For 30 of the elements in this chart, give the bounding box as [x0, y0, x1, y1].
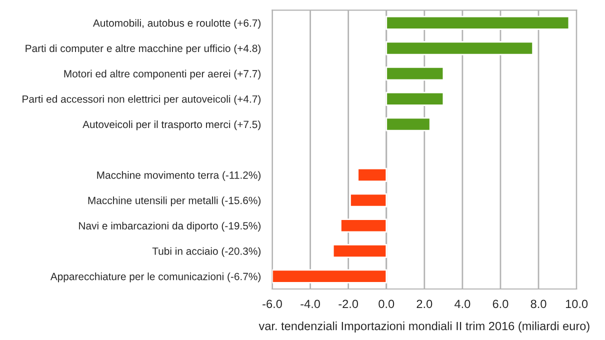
y-tick-label: Tubi in acciaio (-20.3%): [152, 247, 260, 257]
y-tick-label: Macchine movimento terra (-11.2%): [97, 171, 261, 181]
y-tick-label: Autoveicoli per il trasporto merci (+7.5): [82, 120, 261, 130]
bar: [350, 193, 388, 208]
y-tick-label: Macchine utensili per metalli (-15.6%): [88, 196, 261, 206]
x-axis-title: var. tendenziali Importazioni mondiali II trim 2016 (miliardi euro): [258, 322, 590, 333]
x-tick-label: 6.0: [492, 300, 508, 308]
x-tick-label: 2.0: [416, 300, 432, 308]
bar: [386, 117, 431, 132]
x-tick-label: -4.0: [300, 300, 320, 308]
bar: [386, 41, 534, 56]
y-tick-label: Motori ed altre componenti per aerei (+7.7): [64, 70, 261, 80]
y-tick-label: Parti ed accessori non elettrici per autoveicoli (+4.7): [22, 95, 261, 105]
y-tick-label: Apparecchiature per le comunicazioni (-6.7%): [50, 272, 261, 282]
bar: [386, 16, 570, 30]
x-tick-label: 0.0: [378, 300, 394, 308]
bar: [386, 66, 444, 81]
x-tick-label: -2.0: [338, 300, 358, 308]
x-tick-label: -6.0: [262, 300, 282, 308]
bar: [386, 92, 444, 106]
y-tick-label: Parti di computer e altre macchine per ufficio (+4.8): [26, 44, 261, 54]
y-tick-label: Navi e imbarcazioni da diporto (-19.5%): [79, 222, 261, 232]
x-tick-label: 4.0: [454, 300, 470, 308]
bar: [272, 269, 388, 284]
bar: [340, 218, 388, 233]
bar: [357, 168, 388, 182]
x-tick-label: 8.0: [530, 300, 546, 308]
bar: [332, 244, 388, 258]
y-tick-label: Automobili, autobus e roulotte (+6.7): [92, 19, 261, 29]
x-tick-label: 10.0: [566, 300, 588, 308]
